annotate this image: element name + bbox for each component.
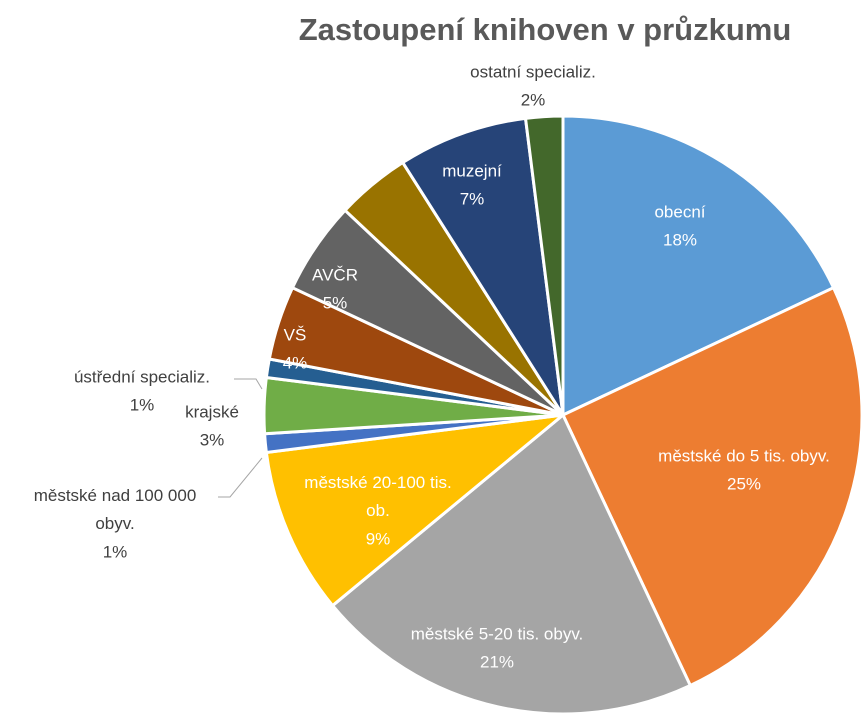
slice-value-label: 18%: [663, 230, 697, 249]
slice-label: městské 20-100 tis. ob.: [304, 473, 451, 520]
slice-label: obecní: [654, 202, 705, 221]
slice-value-label: 25%: [727, 474, 761, 493]
slice-label: AVČR: [312, 265, 358, 284]
pie-slice: [400, 116, 565, 416]
pie-slice: [330, 412, 693, 716]
pie-slice: [523, 114, 565, 416]
chart-title: Zastoupení knihoven v průzkumu: [299, 12, 792, 47]
slice-label: ústřední specializ.: [74, 367, 210, 386]
leader-line: [218, 457, 263, 498]
pie-slice: [264, 412, 568, 608]
pie-slice: [561, 114, 836, 418]
slice-value-label: 21%: [480, 652, 514, 671]
slice-value-label: 7%: [460, 189, 485, 208]
slice-value-label: 4%: [283, 353, 308, 372]
slice-label: VŠ: [284, 325, 307, 344]
slice-label: městské nad 100 000 obyv.: [34, 486, 197, 533]
leader-line: [234, 378, 263, 390]
slice-value-label: 1%: [103, 542, 128, 561]
pie-slice: [561, 285, 862, 688]
slice-label: muzejní: [442, 161, 502, 180]
slice-label: městské 5-20 tis. obyv.: [411, 624, 584, 643]
slice-value-label: 5%: [323, 293, 348, 312]
slice-label: krajské: [185, 402, 239, 421]
slice-value-label: 2%: [521, 90, 546, 109]
slice-label: ostatní specializ.: [470, 62, 596, 81]
slice-value-label: 9%: [366, 529, 391, 548]
slice-label: městské do 5 tis. obyv.: [658, 446, 830, 465]
slice-value-label: 3%: [200, 430, 225, 449]
slice-value-label: 1%: [130, 395, 155, 414]
